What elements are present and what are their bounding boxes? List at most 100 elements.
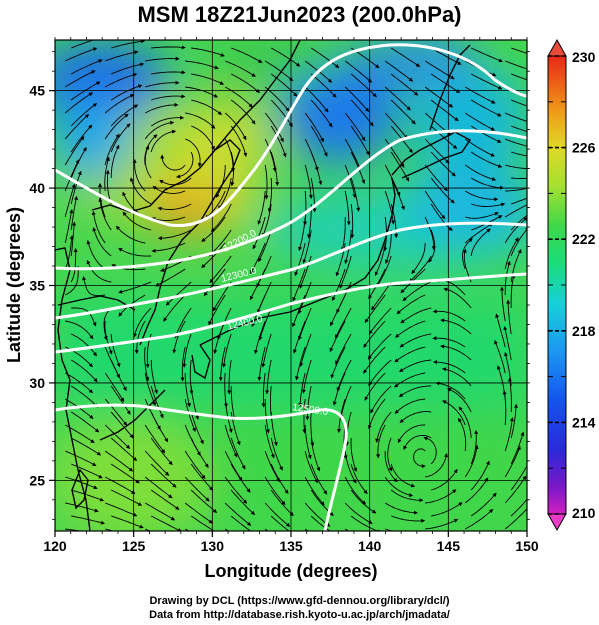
colorbar-top-triangle [547, 38, 567, 57]
streamline [144, 120, 175, 140]
coastlines [55, 40, 472, 531]
streamline [384, 476, 414, 497]
streamline [64, 209, 74, 244]
streamline [71, 515, 105, 525]
streamline [390, 463, 416, 488]
streamline [292, 320, 306, 354]
streamline [299, 255, 312, 289]
contour-12400 [55, 272, 527, 354]
streamline [344, 86, 370, 112]
streamline [399, 359, 432, 372]
streamline [339, 385, 352, 419]
streamline [225, 60, 256, 77]
streamline [375, 411, 392, 443]
streamline [134, 320, 146, 355]
streamline [425, 453, 449, 478]
streamline [511, 99, 527, 107]
streamline [144, 346, 150, 382]
streamline [70, 359, 98, 383]
streamline [265, 359, 272, 395]
streamline [511, 47, 527, 54]
streamline [344, 476, 366, 505]
streamline [511, 125, 527, 133]
x-tick-label: 135 [279, 538, 303, 554]
streamline [230, 386, 237, 421]
streamline [494, 339, 506, 374]
streamline [150, 411, 169, 443]
streamline [310, 73, 337, 98]
streamline [310, 151, 323, 186]
streamline [295, 346, 306, 381]
streamline [70, 81, 101, 101]
streamline [430, 47, 462, 65]
streamline [464, 164, 497, 181]
y-tick-label: 35 [29, 278, 45, 294]
streamline [163, 294, 186, 322]
streamline [70, 195, 78, 231]
streamline [264, 476, 286, 506]
colorbar-tick-label: 222 [572, 231, 596, 247]
colorbar-tick-label: 226 [572, 140, 596, 156]
streamline [430, 125, 458, 149]
streamline [396, 294, 426, 315]
streamline [110, 333, 121, 368]
streamline [110, 411, 134, 439]
streamline [64, 92, 93, 114]
temperature-field [55, 40, 527, 531]
streamline [425, 518, 459, 530]
streamline [364, 294, 386, 324]
streamline [270, 489, 294, 517]
streamline [71, 463, 103, 479]
streamline [267, 177, 273, 213]
streamline [70, 411, 100, 433]
streamline [305, 385, 312, 421]
streamline [257, 346, 266, 382]
streamline [110, 144, 120, 178]
streamline [335, 333, 352, 365]
streamline [371, 281, 392, 311]
credits: Drawing by DCL (https://www.gfd-dennou.o… [0, 594, 599, 622]
streamline [384, 60, 414, 82]
streamline [144, 476, 173, 499]
streamline [264, 86, 290, 112]
streamline [398, 385, 432, 397]
streamline [510, 214, 527, 231]
streamline [64, 424, 95, 443]
streamline [424, 60, 455, 80]
streamline [384, 164, 401, 197]
streamline [298, 281, 312, 315]
streamline [155, 268, 186, 287]
streamline [118, 247, 152, 257]
streamline [331, 268, 346, 302]
streamline [384, 502, 418, 515]
streamline [470, 99, 502, 117]
streamline [464, 138, 496, 157]
x-tick-label: 120 [43, 538, 67, 554]
y-tick-label: 45 [29, 83, 45, 99]
streamline [329, 294, 346, 327]
y-tick-label: 30 [29, 375, 45, 391]
streamline [505, 138, 527, 147]
streamline [230, 73, 261, 94]
streamline [344, 164, 357, 199]
streamline [230, 151, 235, 187]
colorbar-bottom-triangle [547, 513, 567, 532]
streamline [182, 333, 192, 368]
colorbar-tick-label: 230 [572, 49, 596, 65]
streamline [110, 359, 127, 392]
streamline [190, 437, 209, 468]
streamline [110, 104, 139, 127]
streamline [151, 94, 186, 101]
streamline [145, 80, 180, 88]
streamline [150, 489, 180, 510]
streamline [368, 359, 392, 386]
streamline [150, 385, 164, 419]
streamline [180, 346, 186, 382]
streamline [133, 307, 152, 338]
streamline [184, 398, 196, 433]
streamline [510, 273, 516, 309]
streamline [310, 515, 331, 531]
streamline [152, 185, 186, 194]
streamline [428, 229, 436, 263]
streamline [104, 113, 129, 140]
